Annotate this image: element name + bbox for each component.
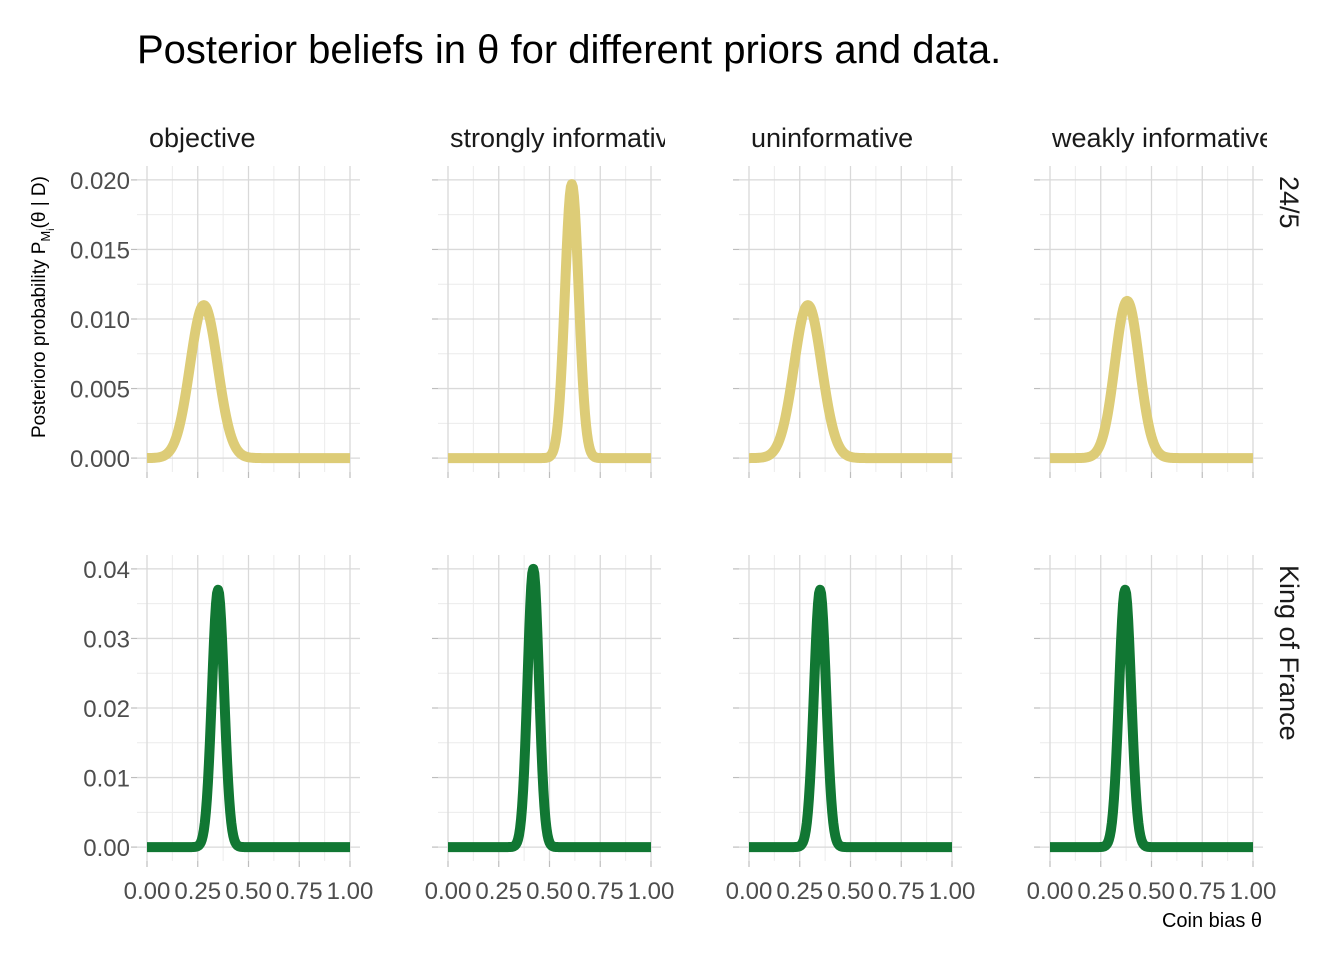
x-tick-label: 1.00 bbox=[929, 878, 976, 905]
major-gridlines bbox=[739, 166, 962, 472]
x-tick-label: 0.00 bbox=[124, 878, 171, 905]
x-tick-label: 0.50 bbox=[1128, 878, 1175, 905]
x-tick-label: 1.00 bbox=[1230, 878, 1277, 905]
panel-24-5-weakly-informative: weakly informative bbox=[1034, 123, 1274, 478]
y-tick-label: 0.015 bbox=[70, 237, 130, 264]
chart-title: Posterior beliefs in θ for different pri… bbox=[137, 28, 1001, 72]
y-tick-label: 0.03 bbox=[83, 626, 130, 653]
x-tick-label: 0.75 bbox=[577, 878, 624, 905]
x-tick-label: 0.75 bbox=[1179, 878, 1226, 905]
y-tick-label: 0.000 bbox=[70, 446, 130, 473]
x-tick-label: 0.25 bbox=[174, 878, 221, 905]
x-tick-label: 0.25 bbox=[776, 878, 823, 905]
y-tick-label: 0.020 bbox=[70, 168, 130, 195]
major-gridlines bbox=[1040, 555, 1263, 861]
posterior-density-line bbox=[1046, 584, 1257, 853]
row-strip-label: 24/5 bbox=[1274, 176, 1304, 229]
facet-strip-label: objective bbox=[149, 123, 256, 153]
x-tick-label: 1.00 bbox=[628, 878, 675, 905]
x-tick-label: 0.25 bbox=[1077, 878, 1124, 905]
facet-strip-label: weakly informative bbox=[1051, 123, 1274, 153]
x-tick-label: 0.25 bbox=[475, 878, 522, 905]
posterior-density-line bbox=[745, 300, 956, 464]
posterior-density-line bbox=[143, 300, 354, 464]
panel-24-5-strongly-informative: strongly informative bbox=[432, 123, 684, 478]
posterior-density-line bbox=[444, 179, 655, 464]
x-tick-label: 0.50 bbox=[827, 878, 874, 905]
x-tick-label: 0.00 bbox=[425, 878, 472, 905]
posterior-density-line bbox=[444, 563, 655, 853]
major-gridlines bbox=[137, 166, 360, 472]
panel-king-of-france-weakly-informative: 0.00 0.25 0.50 0.75 1.00 bbox=[1027, 555, 1277, 905]
x-tick-label: 0.50 bbox=[225, 878, 272, 905]
facet-strip-label: uninformative bbox=[751, 123, 913, 153]
panels-group: 0.000 0.005 0.010 0.015 0.020 objective strong… bbox=[70, 123, 1304, 905]
panel-24-5-objective: 0.000 0.005 0.010 0.015 0.020 objective bbox=[70, 123, 360, 478]
panel-king-of-france-uninformative: 0.00 0.25 0.50 0.75 1.00 bbox=[726, 555, 976, 905]
x-tick-label: 0.00 bbox=[726, 878, 773, 905]
facet-strip-label: strongly informative bbox=[450, 123, 684, 153]
x-tick-label: 0.75 bbox=[878, 878, 925, 905]
panel-24-5-uninformative: uninformative bbox=[733, 123, 962, 478]
major-gridlines bbox=[739, 555, 962, 861]
y-tick-label: 0.010 bbox=[70, 307, 130, 334]
major-gridlines bbox=[438, 166, 661, 472]
panel-king-of-france-objective: 0.000.010.020.030.040.00 0.25 0.50 0.75 1.00 bbox=[83, 555, 373, 905]
x-axis-label: Coin bias θ bbox=[1162, 910, 1262, 932]
y-tick-label: 0.01 bbox=[83, 766, 130, 793]
major-gridlines bbox=[137, 555, 360, 861]
y-tick-label: 0.04 bbox=[83, 557, 130, 584]
y-tick-label: 0.02 bbox=[83, 696, 130, 723]
posterior-density-line bbox=[1046, 295, 1257, 464]
y-axis-label: Posterioro probability PMi(θ | D) bbox=[29, 176, 57, 438]
y-tick-label: 0.005 bbox=[70, 377, 130, 404]
x-tick-label: 0.00 bbox=[1027, 878, 1074, 905]
x-tick-label: 0.50 bbox=[526, 878, 573, 905]
x-tick-label: 0.75 bbox=[276, 878, 323, 905]
row-strip-label: King of France bbox=[1274, 565, 1304, 741]
posterior-density-line bbox=[745, 584, 956, 853]
x-tick-label: 1.00 bbox=[327, 878, 374, 905]
y-tick-label: 0.00 bbox=[83, 835, 130, 862]
posterior-density-line bbox=[143, 584, 354, 853]
panel-king-of-france-strongly-informative: 0.00 0.25 0.50 0.75 1.00 bbox=[425, 555, 675, 905]
